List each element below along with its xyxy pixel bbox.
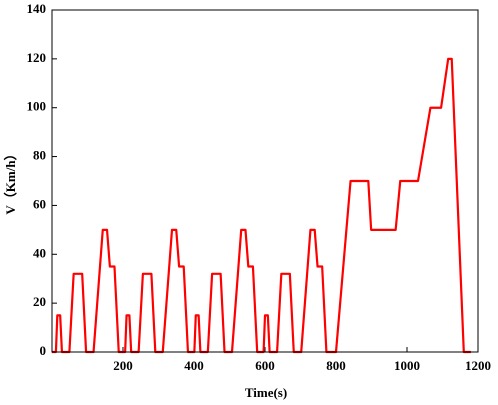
x-tick-label: 1200	[465, 358, 491, 373]
y-tick-label: 140	[27, 1, 47, 16]
line-series	[52, 57, 471, 354]
x-tick-label: 400	[184, 358, 204, 373]
y-tick-label: 100	[27, 99, 47, 114]
x-tick-label: 200	[113, 358, 133, 373]
y-axis-label: V（Km/h）	[3, 147, 18, 214]
y-tick-label: 80	[33, 148, 46, 163]
plot-frame	[51, 9, 479, 353]
y-tick-label: 120	[27, 50, 47, 65]
y-tick-label: 40	[33, 245, 46, 260]
y-tick-label: 60	[33, 196, 46, 211]
x-axis-label: Time(s)	[245, 385, 287, 400]
y-tick-label: 0	[40, 343, 47, 358]
y-tick-label: 20	[33, 294, 46, 309]
x-tick-label: 1000	[394, 358, 420, 373]
x-tick-label: 800	[326, 358, 346, 373]
x-tick-label: 600	[255, 358, 275, 373]
